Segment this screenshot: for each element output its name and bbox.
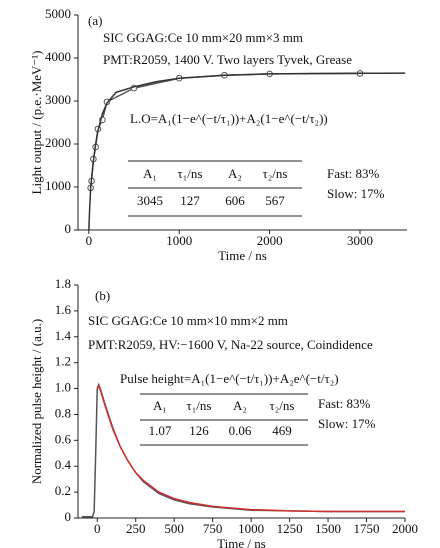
y-tick-label: 1.6: [55, 302, 72, 317]
y-tick-label: 1.4: [55, 328, 72, 343]
y-tick-label: 2000: [45, 135, 71, 150]
y-tick-label: 0: [65, 509, 72, 524]
y-tick-label: 0.2: [55, 483, 71, 498]
y-tick-label: 0.6: [55, 431, 72, 446]
x-tick-label: 0: [94, 521, 101, 536]
x-tick-label: 0: [86, 233, 93, 248]
table-header: τ₁/ns: [178, 166, 203, 181]
x-tick-label: 1250: [277, 521, 303, 536]
table-header: A₁: [153, 398, 167, 413]
table-header: τ₂/ns: [263, 166, 288, 181]
x-tick-label: 2000: [392, 521, 418, 536]
x-tick-label: 750: [203, 521, 223, 536]
table-cell: 3045: [137, 193, 163, 208]
y-tick-label: 1000: [45, 178, 71, 193]
annotation: SIC GGAG:Ce 10 mm×20 mm×3 mm: [103, 30, 303, 45]
x-tick-label: 1500: [315, 521, 341, 536]
y-tick-label: 3000: [45, 92, 71, 107]
table-cell: 469: [272, 423, 292, 438]
table-cell: 126: [189, 423, 209, 438]
annotation: Slow: 17%: [327, 186, 385, 201]
y-axis-label: Light output / (p.e.·MeV⁻¹): [29, 51, 44, 195]
annotation: Slow: 17%: [318, 416, 376, 431]
table-header: A₂: [233, 398, 247, 413]
panel-label: (b): [95, 288, 110, 303]
x-tick-label: 250: [126, 521, 146, 536]
table-header: A₂: [228, 166, 242, 181]
annotation: PMT:R2059, 1400 V. Two layers Tyvek, Gre…: [103, 52, 352, 67]
y-tick-label: 0: [65, 221, 72, 236]
y-tick-label: 1.2: [55, 354, 71, 369]
table-cell: 127: [180, 193, 200, 208]
x-tick-label: 1000: [166, 233, 192, 248]
y-tick-label: 0.4: [55, 457, 72, 472]
table-header: τ₁/ns: [187, 398, 212, 413]
y-tick-label: 5000: [45, 6, 71, 21]
data-line: [89, 72, 361, 188]
table-cell: 606: [225, 193, 245, 208]
x-tick-label: 3000: [347, 233, 373, 248]
y-tick-label: 4000: [45, 49, 71, 64]
x-tick-label: 1750: [354, 521, 380, 536]
y-axis-label: Normalized pulse height / (a.u.): [29, 319, 44, 484]
data-line: [88, 72, 406, 231]
annotation: SIC GGAG:Ce 10 mm×10 mm×2 mm: [88, 313, 288, 328]
y-tick-label: 1.8: [55, 276, 71, 291]
annotation: Fast: 83%: [327, 166, 380, 181]
table-header: A₁: [143, 166, 157, 181]
table-header: τ₂/ns: [270, 398, 295, 413]
table-cell: 1.07: [149, 423, 172, 438]
x-axis-label: Time / ns: [217, 536, 266, 548]
panel-label: (a): [88, 13, 102, 28]
table-cell: 0.06: [229, 423, 252, 438]
table-cell: 567: [265, 193, 285, 208]
x-tick-label: 1000: [238, 521, 264, 536]
y-tick-label: 0.8: [55, 405, 71, 420]
annotation: Pulse height=A₁(1−e^(−t/τ₁))+A₂e^(−t/τ₂): [120, 371, 339, 386]
data-line: [96, 384, 405, 513]
x-tick-label: 2000: [257, 233, 283, 248]
x-axis-label: Time / ns: [218, 248, 267, 263]
x-tick-label: 500: [164, 521, 184, 536]
annotation: Fast: 83%: [318, 396, 371, 411]
annotation: PMT:R2059, HV:−1600 V, Na-22 source, Coi…: [88, 337, 373, 352]
annotation: L.O=A₁(1−e^(−t/τ₁))+A₂(1−e^(−t/τ₂)): [130, 111, 328, 126]
y-tick-label: 1.0: [55, 380, 71, 395]
